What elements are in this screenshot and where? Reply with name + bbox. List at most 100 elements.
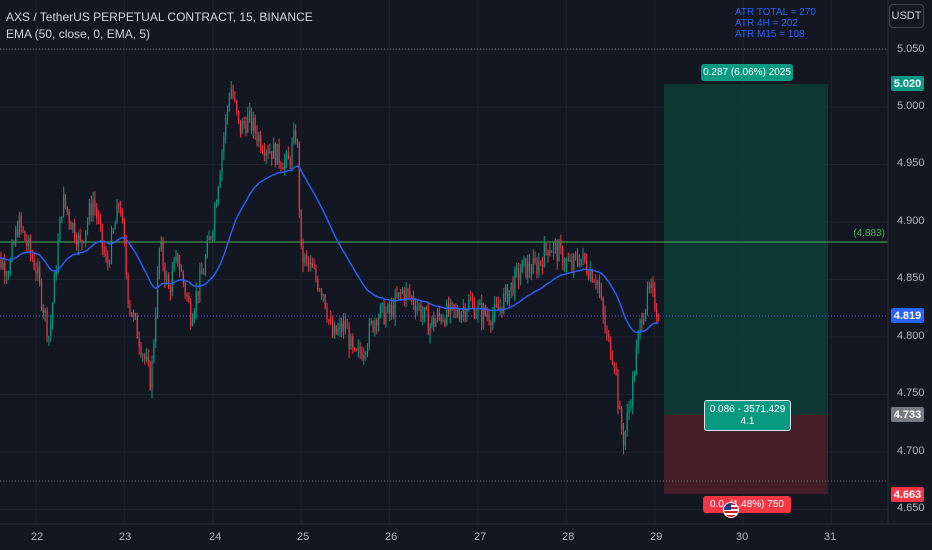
candle-body [35,269,37,274]
candle-body [180,269,183,272]
candle-body [77,234,79,247]
candle-body [26,240,28,247]
candle-body [444,319,446,325]
currency-button[interactable]: USDT [889,4,924,28]
candle-body [175,253,177,262]
candle-body [466,310,468,318]
candle-body [527,261,529,278]
candle-body [39,266,41,282]
candle-body [392,304,394,317]
candle-body [155,316,157,343]
time-label: 31 [824,531,837,543]
candle-body [274,143,277,165]
candle-body [79,234,81,241]
candle-body [225,117,227,137]
candle-body [624,431,626,446]
candle-body [412,297,415,306]
candle-body [549,251,551,256]
time-label: 22 [31,531,44,543]
target-price-tag: 5.020 [891,76,924,91]
candle-body [53,274,56,304]
candle-body [342,321,345,333]
candle-body [59,218,61,242]
price-tick: 4.750 [897,387,925,399]
candle-body [278,143,280,164]
candle-body [265,151,267,156]
candle-body [256,132,258,142]
candle-body [272,143,275,159]
candle-body [471,300,474,303]
candle-body [201,270,203,275]
candle-body [300,209,302,247]
candle-body [267,151,269,154]
target-label[interactable]: 0.287 (6.06%) 2025 [701,64,793,81]
candle-body [63,194,65,217]
candle-body [289,159,291,165]
candle-body [158,248,160,273]
candle-body [296,141,299,145]
candle-body [433,317,435,327]
candle-body [565,259,567,266]
candle-body [131,312,133,317]
candle-body [385,312,387,324]
candle-body [626,412,628,432]
candle-body [0,257,2,269]
candle-body [482,306,485,323]
candle-body [121,213,124,220]
candle-body [177,253,179,264]
candle-body [499,307,501,310]
indicator-legend[interactable]: EMA (50, close, 0, EMA, 5) [6,27,151,41]
candle-body [652,283,654,288]
candle-body [508,290,510,304]
candle-body [357,346,359,351]
candle-body [57,241,59,273]
candle-body [291,142,293,165]
candle-body [258,134,260,142]
candle-body [232,88,234,98]
candle-body [376,320,378,326]
candle-body [120,207,122,214]
candle-body [468,299,470,311]
candle-body [589,269,591,280]
candle-body [280,163,282,168]
candle-body [516,268,518,270]
candle-body [510,282,512,291]
candle-body [75,239,78,247]
candle-body [602,298,604,315]
candle-body [129,303,131,313]
time-label: 29 [650,531,663,543]
candle-body [324,294,326,309]
price-tick: 5.000 [897,100,925,112]
candle-body [331,321,334,337]
candle-body [617,370,619,407]
candle-body [648,287,650,289]
candle-body [173,261,175,271]
price-tick: 4.850 [897,272,925,284]
candle-body [600,291,602,299]
candle-body [403,290,405,301]
candle-body [506,286,509,304]
candle-body [547,250,549,256]
candle-body [313,267,315,269]
candle-body [479,303,481,305]
candle-body [199,270,201,297]
candle-body [304,255,306,264]
entry-label[interactable]: 0.086 - 3571.429 4.1 [704,400,791,431]
candle-body [398,292,400,298]
stop-label[interactable]: 0.0 (1.48%) 750 [703,496,791,513]
candle-body [284,160,286,170]
time-label: 30 [736,531,749,543]
candle-body [650,283,652,289]
candle-body [530,271,533,274]
candle-body [366,345,369,354]
candle-body [422,314,424,319]
price-tick: 4.700 [897,445,925,457]
candle-body [260,134,262,150]
candle-body [523,257,525,260]
candle-body [595,282,597,285]
hline-label: (4.883) [853,228,885,239]
candle-body [182,271,184,283]
candle-body [171,270,173,293]
candle-body [90,203,92,216]
